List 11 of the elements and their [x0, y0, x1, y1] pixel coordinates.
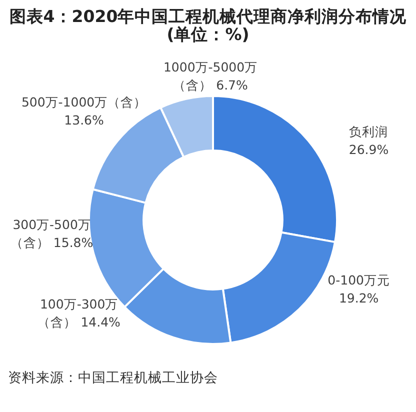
text: 资料来源：中国工程机械工业协会 — [8, 369, 218, 387]
data-label: 13.6% — [64, 112, 104, 128]
slice-label: 300万-500万（含） 15.8% — [10, 217, 94, 250]
slice-label: 1000万-5000万（含） 6.7% — [163, 60, 258, 93]
slice-label: 0-100万元 — [328, 272, 390, 288]
chart-title: 图表4：2020年中国工程机械代理商净利润分布情况(单位：%) — [8, 7, 408, 44]
data-label: 19.2% — [338, 290, 379, 306]
slice-label: 负利润 — [349, 124, 388, 139]
data-label: 26.9% — [348, 142, 389, 157]
slice-label: 100万-300万（含） 14.4% — [38, 296, 121, 330]
slice-label: 500万-1000万（含） — [21, 94, 147, 110]
